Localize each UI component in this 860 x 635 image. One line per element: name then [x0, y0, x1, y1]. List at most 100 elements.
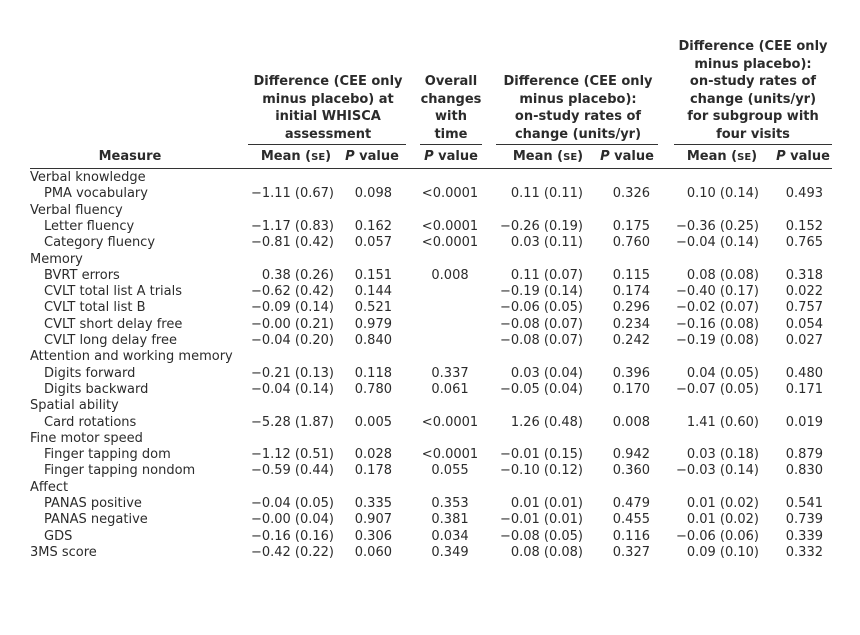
table-cell: −0.04 (0.05) [250, 496, 334, 511]
subheader-rule [30, 168, 832, 169]
table-cell: 0.061 [431, 381, 469, 397]
table-cell: −0.04 (0.14) [250, 381, 334, 397]
table-cell: 0.116 [612, 528, 650, 544]
table-row: PANAS positive −0.04 (0.05) 0.335 0.353 0.01… [0, 496, 860, 512]
table-cell: −0.81 (0.42) [250, 235, 334, 251]
table-cell: −0.03 (0.14) [675, 463, 759, 479]
table-cell: −0.01 (0.01) [499, 512, 583, 528]
p-value-column-header: P value [424, 149, 478, 164]
row-label: BVRT errors [44, 267, 120, 283]
table-cell: 0.326 [612, 186, 650, 202]
table-cell: −0.62 (0.42) [250, 284, 334, 300]
table-cell: 0.151 [354, 267, 392, 283]
table-cell: <0.0001 [421, 447, 479, 463]
table-cell: 0.098 [354, 186, 392, 202]
row-label: Fine motor speed [30, 430, 143, 446]
table-cell: 0.234 [612, 316, 650, 332]
table-cell: 0.019 [785, 414, 823, 430]
table-cell: 0.11 (0.07) [510, 267, 583, 283]
row-label: Card rotations [44, 414, 137, 430]
table-cell: 0.175 [612, 218, 650, 234]
row-label: Spatial ability [30, 398, 119, 414]
table-cell: 0.027 [785, 333, 823, 348]
table-cell: 0.03 (0.11) [510, 235, 583, 251]
table-cell: 0.01 (0.02) [686, 496, 759, 511]
table-cell: 0.055 [431, 463, 469, 479]
mean-se-column-header: Mean (SE) [686, 149, 758, 164]
table-cell: 0.11 (0.11) [510, 186, 583, 202]
measure-column-header: Measure [98, 149, 162, 164]
p-value-column-header: P value [600, 149, 654, 164]
table-cell: 0.060 [354, 544, 392, 560]
table-cell: 0.10 (0.14) [686, 186, 759, 202]
table-cell: 0.09 (0.10) [686, 544, 759, 560]
header-rule [496, 144, 658, 145]
row-label: Verbal knowledge [30, 170, 146, 185]
header-difference-initial: Difference (CEE only minus placebo) at ini… [253, 74, 403, 142]
table-row: Digits forward −0.21 (0.13) 0.118 0.337 0.03… [0, 366, 860, 382]
table-cell: 0.03 (0.04) [510, 365, 583, 381]
table-cell: 0.03 (0.18) [686, 447, 759, 463]
row-label: CVLT total list A trials [44, 284, 183, 300]
table-cell: <0.0001 [421, 218, 479, 234]
table-cell: 0.028 [354, 447, 392, 463]
table-cell: 0.170 [612, 381, 650, 397]
header-overall-changes: Overall changes with time [420, 74, 482, 142]
mean-se-column-header: Mean (SE) [512, 149, 584, 164]
row-label: Verbal fluency [30, 202, 123, 218]
table-cell: <0.0001 [421, 235, 479, 251]
table-cell: −0.06 (0.05) [499, 300, 583, 316]
table-cell: 0.306 [354, 528, 392, 544]
row-label: CVLT short delay free [44, 316, 183, 332]
table-cell: 0.396 [612, 365, 650, 381]
table-cell: 0.879 [785, 447, 823, 463]
table-cell: 0.08 (0.08) [686, 267, 759, 283]
table-cell: −0.16 (0.16) [250, 528, 334, 544]
table-cell: −0.40 (0.17) [675, 284, 759, 300]
table-cell: 0.780 [354, 381, 392, 397]
table-row: CVLT long delay free −0.04 (0.20) 0.840 −0.… [0, 333, 860, 349]
row-label: PANAS negative [44, 512, 148, 528]
table-row: 3MS score −0.42 (0.22) 0.060 0.349 0.08 (0.0… [0, 545, 860, 561]
table-cell: 1.41 (0.60) [686, 414, 759, 430]
table-cell: −0.36 (0.25) [675, 218, 759, 234]
table-cell: −5.28 (1.87) [250, 414, 334, 430]
header-rule [420, 144, 482, 145]
table-cell: 0.022 [785, 284, 823, 300]
header-difference-subgroup: Difference (CEE only minus placebo): on-st… [678, 39, 828, 142]
table-cell: −0.00 (0.04) [250, 512, 334, 528]
table-cell: −0.10 (0.12) [499, 463, 583, 479]
table-cell: <0.0001 [421, 414, 479, 430]
table-cell: 0.541 [785, 496, 823, 511]
table-row: Attention and working memory [0, 349, 860, 365]
row-label: PANAS positive [44, 496, 142, 511]
row-label: Digits forward [44, 365, 136, 381]
table-cell: 0.757 [785, 300, 823, 316]
row-label: Finger tapping dom [44, 447, 171, 463]
table-cell: 1.26 (0.48) [510, 414, 583, 430]
table-cell: 0.054 [785, 316, 823, 332]
table-cell: 0.353 [431, 496, 469, 511]
table-cell: 0.296 [612, 300, 650, 316]
table-cell: 0.057 [354, 235, 392, 251]
table-row: Card rotations −5.28 (1.87) 0.005 <0.0001 1.… [0, 415, 860, 431]
table-cell: 0.144 [354, 284, 392, 300]
header-rule [248, 144, 406, 145]
table-row: Memory [0, 252, 860, 268]
table-row: Finger tapping dom −1.12 (0.51) 0.028 <0.00… [0, 447, 860, 463]
table-cell: 0.840 [354, 333, 392, 348]
header-rule [674, 144, 832, 145]
table-cell: 0.760 [612, 235, 650, 251]
table-cell: 0.332 [785, 544, 823, 560]
table-row: GDS −0.16 (0.16) 0.306 0.034 −0.08 (0.05) 0.1… [0, 529, 860, 545]
table-row: Finger tapping nondom −0.59 (0.44) 0.178 0.… [0, 463, 860, 479]
table-row: CVLT total list B −0.09 (0.14) 0.521 −0.06 … [0, 300, 860, 316]
table-row: PMA vocabulary −1.11 (0.67) 0.098 <0.0001 0.… [0, 186, 860, 202]
table-row: Category fluency −0.81 (0.42) 0.057 <0.0001… [0, 235, 860, 251]
table-cell: 0.493 [785, 186, 823, 202]
table-cell: −0.06 (0.06) [675, 528, 759, 544]
table-row: Letter fluency −1.17 (0.83) 0.162 <0.0001 −0… [0, 219, 860, 235]
table-row: Spatial ability [0, 398, 860, 414]
table-cell: −0.59 (0.44) [250, 463, 334, 479]
table-cell: −0.19 (0.08) [675, 333, 759, 348]
